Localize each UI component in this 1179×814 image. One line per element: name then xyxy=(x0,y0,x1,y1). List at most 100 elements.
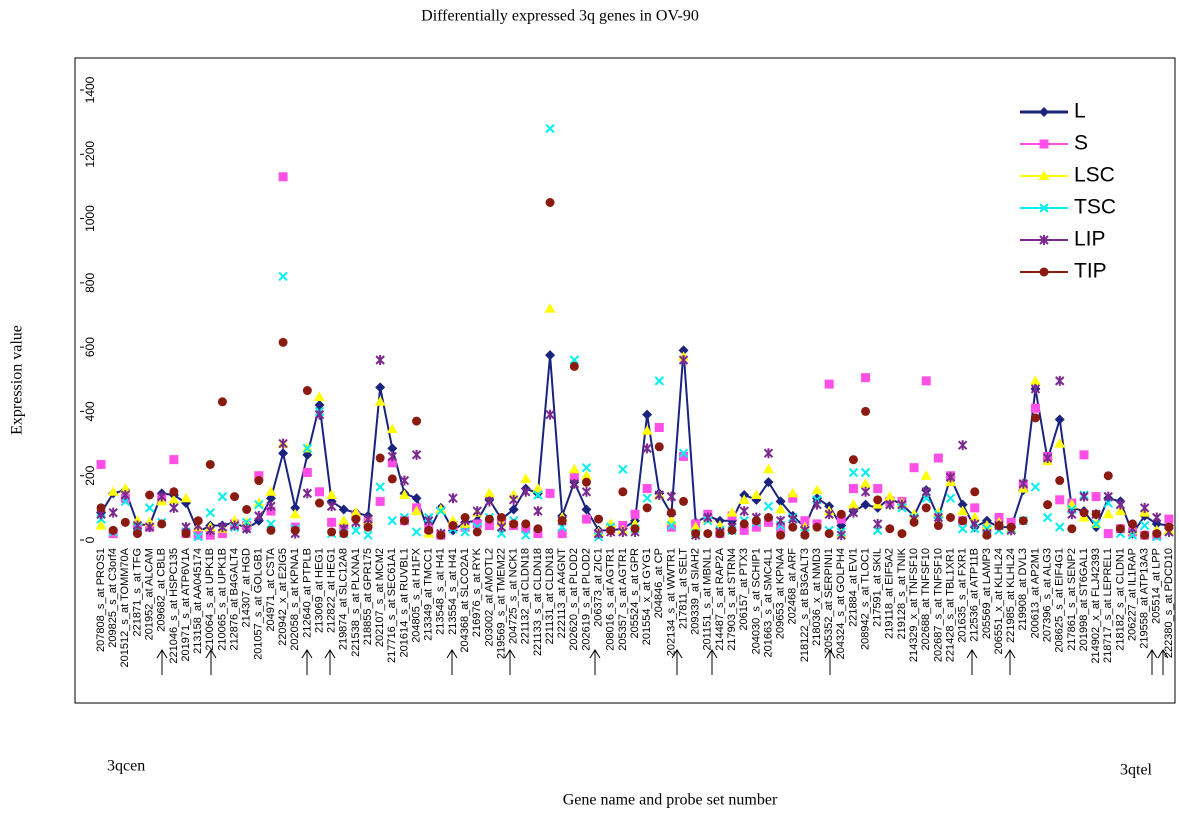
x-tick-label: 219118_at EIF5A2 xyxy=(884,548,896,639)
arrow xyxy=(589,649,601,675)
x-tick-label: 213069_at HEG1 xyxy=(313,548,325,633)
x-marker xyxy=(460,527,470,537)
circle-marker xyxy=(594,514,604,524)
x-tick-label: 219569_s_at TMEM22 xyxy=(495,548,507,659)
x-tick-label: 202687_s_at TNFSF10 xyxy=(932,548,944,662)
diamond-marker xyxy=(545,350,556,361)
square-marker xyxy=(679,451,689,461)
star-marker xyxy=(897,499,907,510)
x-marker xyxy=(618,464,628,474)
x-tick-label: 202688_at TNFSF10 xyxy=(920,548,932,651)
star-marker xyxy=(836,530,846,541)
x-marker xyxy=(205,507,215,518)
star-marker xyxy=(424,515,434,526)
circle-marker xyxy=(302,386,312,396)
square-marker xyxy=(909,463,919,473)
square-marker xyxy=(873,484,883,494)
arrow xyxy=(1157,649,1169,675)
star-marker xyxy=(1079,491,1089,502)
x-tick-label: 201554_x_at GYG1 xyxy=(641,548,653,645)
square-marker xyxy=(254,471,264,481)
x-marker xyxy=(581,462,592,473)
x-tick-label: 221131_at CLDN18 xyxy=(544,548,556,644)
circle-marker xyxy=(897,529,907,539)
square-marker xyxy=(557,529,567,539)
triangle-marker xyxy=(532,483,544,493)
triangle-marker xyxy=(253,497,265,508)
circle-marker xyxy=(351,514,361,524)
x-marker xyxy=(363,530,373,540)
series-markers xyxy=(96,345,1174,539)
x-tick-label: 206373_at ZIC1 xyxy=(593,548,605,627)
x-marker xyxy=(957,524,968,534)
triangle-marker xyxy=(483,487,495,498)
legend-label: LSC xyxy=(1074,164,1115,187)
star-marker xyxy=(812,499,822,510)
square-marker xyxy=(375,496,385,506)
y-tick-label: 400 xyxy=(83,401,97,421)
square-marker xyxy=(1030,403,1040,413)
star-marker xyxy=(788,514,798,525)
circle-marker xyxy=(642,503,652,513)
star-marker xyxy=(1139,502,1150,513)
circle-marker xyxy=(618,487,628,497)
arrow xyxy=(504,649,516,675)
diamond-marker xyxy=(314,400,325,410)
triangle-marker xyxy=(289,508,301,519)
circle-marker xyxy=(1067,524,1077,534)
star-marker xyxy=(945,472,956,483)
circle-marker xyxy=(1164,522,1174,532)
x-marker xyxy=(569,355,580,365)
circle-marker xyxy=(921,503,931,513)
square-marker xyxy=(1006,517,1016,527)
arrow xyxy=(1146,649,1158,675)
star-marker xyxy=(363,514,373,525)
x-tick-label: 219558_at ATP13A3 xyxy=(1139,548,1151,649)
circle-marker xyxy=(157,519,167,529)
circle-marker xyxy=(169,487,179,497)
x-tick-label: 204846_at CP xyxy=(653,548,665,618)
star-marker xyxy=(132,520,143,531)
star-marker xyxy=(1115,499,1126,510)
x-tick-label: 213554_s_at H41 xyxy=(447,548,459,635)
x-marker xyxy=(411,527,422,537)
circle-marker xyxy=(873,495,883,505)
star-marker xyxy=(314,409,325,420)
x-tick-label: 202107_s_at MCM2 xyxy=(374,548,386,647)
x-tick-label: 220942_x_at E2IG5 xyxy=(277,548,289,646)
square-marker xyxy=(521,524,531,534)
star-marker xyxy=(326,501,337,512)
square-marker xyxy=(314,487,324,497)
arrows xyxy=(156,649,1169,675)
square-marker xyxy=(1079,450,1089,460)
x-marker xyxy=(193,532,203,542)
circle-marker xyxy=(679,496,689,506)
circle-marker xyxy=(630,524,640,534)
circle-marker xyxy=(424,525,434,535)
star-marker xyxy=(848,507,859,518)
square-marker xyxy=(169,455,179,465)
x-tick-label: 205514_at LPP xyxy=(1151,548,1163,624)
x-tick-label: 206227_at IL1RAP xyxy=(1126,548,1138,641)
triangle-marker xyxy=(860,478,872,488)
diamond-marker xyxy=(338,504,349,515)
square-marker xyxy=(630,509,640,519)
x-tick-label: 202620_s_at PLOD2 xyxy=(568,548,580,651)
x-tick-label: 217903_s_at STRN4 xyxy=(726,548,738,651)
circle-marker xyxy=(230,492,240,502)
arrow xyxy=(1004,649,1016,675)
legend-label: LIP xyxy=(1074,228,1106,251)
square-marker xyxy=(666,522,676,532)
square-marker xyxy=(933,453,943,463)
square-marker xyxy=(763,517,773,527)
x-tick-label: 222380_s_at PDCD10 xyxy=(1163,548,1175,658)
circle-marker xyxy=(108,525,118,535)
x-tick-label: 214329_x_at TNFSF10 xyxy=(908,548,920,662)
circle-marker xyxy=(436,530,446,540)
x-tick-label: 201614_s_at RUVBL1 xyxy=(398,548,410,657)
square-marker xyxy=(1164,514,1174,524)
x-marker xyxy=(860,467,871,478)
x-marker xyxy=(678,448,689,458)
star-marker xyxy=(144,522,155,533)
y-tick-label: 0 xyxy=(83,536,97,543)
